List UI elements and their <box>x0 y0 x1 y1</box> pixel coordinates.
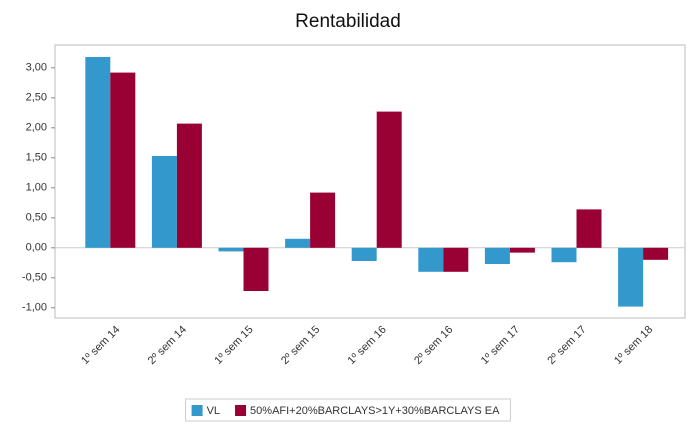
plot-frame <box>54 44 686 319</box>
y-tick-label: 2,50 <box>26 92 47 104</box>
legend: VL 50%AFI+20%BARCLAYS>1Y+30%BARCLAYS EA <box>185 398 511 422</box>
bar <box>576 209 602 248</box>
bar <box>484 247 510 264</box>
bar <box>176 123 202 248</box>
legend-swatch <box>191 405 203 416</box>
bar <box>85 57 111 248</box>
bar <box>443 247 469 272</box>
bar <box>243 247 269 291</box>
y-tick-label: 1,00 <box>26 182 47 194</box>
y-tick-label: 0,00 <box>26 242 47 254</box>
bar <box>509 247 535 253</box>
legend-frame <box>185 398 511 422</box>
bar <box>110 72 136 248</box>
bar <box>351 247 377 261</box>
x-tick-label: 2º sem 14 <box>146 324 189 367</box>
bar <box>310 192 336 248</box>
y-tick-label: 0,50 <box>26 212 47 224</box>
x-tick-label: 2º sem 17 <box>545 324 588 367</box>
y-tick-label: 1,50 <box>26 152 47 164</box>
bar <box>376 111 402 248</box>
bar <box>551 247 577 263</box>
legend-label: 50%AFI+20%BARCLAYS>1Y+30%BARCLAYS EA <box>250 405 500 417</box>
bar <box>418 247 444 272</box>
x-tick-label: 1º sem 15 <box>212 324 255 367</box>
bar <box>618 247 644 307</box>
bar <box>218 247 244 252</box>
legend-label: VL <box>207 405 220 417</box>
x-tick-label: 1º sem 18 <box>612 324 655 367</box>
bar <box>151 156 177 248</box>
y-tick-label: -1,00 <box>22 302 47 314</box>
x-tick-label: 1º sem 16 <box>346 324 389 367</box>
x-tick-label: 1º sem 17 <box>479 324 522 367</box>
x-tick-label: 2º sem 16 <box>412 324 455 367</box>
legend-swatch <box>235 405 247 416</box>
y-tick-label: 2,00 <box>26 122 47 134</box>
bar <box>643 247 669 260</box>
y-tick-label: 3,00 <box>26 62 47 74</box>
chart-title: Rentabilidad <box>295 11 401 32</box>
y-tick-label: -0,50 <box>22 272 47 284</box>
x-tick-label: 1º sem 14 <box>79 324 122 367</box>
bar <box>285 238 311 248</box>
x-tick-label: 2º sem 15 <box>279 324 322 367</box>
